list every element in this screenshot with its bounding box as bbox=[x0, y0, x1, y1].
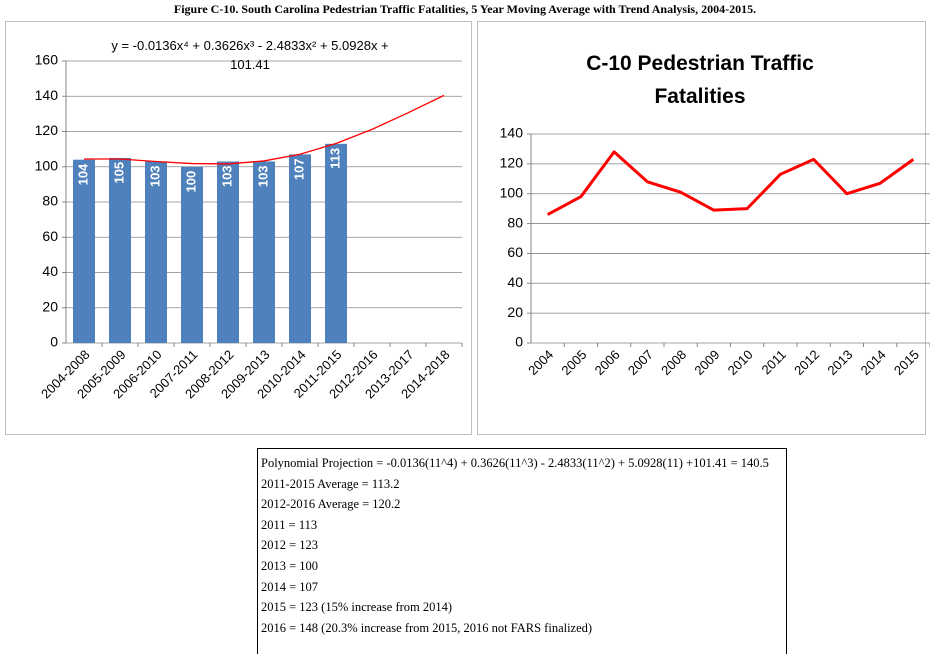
x-tick-label: 2008 bbox=[658, 347, 689, 378]
y-tick-label: 120 bbox=[35, 122, 59, 138]
figure-title: Figure C-10. South Carolina Pedestrian T… bbox=[174, 2, 756, 16]
note-line: 2013 = 100 bbox=[261, 558, 319, 573]
x-tick-label: 2007 bbox=[625, 347, 656, 378]
note-line: 2012-2016 Average = 120.2 bbox=[261, 497, 401, 512]
bar bbox=[217, 161, 239, 343]
y-tick-label: 160 bbox=[35, 52, 59, 68]
note-line: 2011 = 113 bbox=[261, 517, 318, 532]
chart-title: C-10 Pedestrian Traffic bbox=[586, 52, 814, 75]
note-line: Polynomial Projection = -0.0136(11^4) + … bbox=[261, 456, 769, 470]
chart-title: Fatalities bbox=[654, 85, 745, 108]
right-chart-frame bbox=[477, 21, 926, 435]
note-line: 2014 = 107 bbox=[261, 579, 319, 594]
trend-equation: 101.41 bbox=[230, 57, 270, 72]
y-tick-label: 0 bbox=[50, 334, 58, 350]
y-tick-label: 0 bbox=[515, 334, 523, 350]
y-tick-label: 140 bbox=[35, 87, 59, 103]
x-tick-label: 2010 bbox=[725, 347, 756, 378]
y-tick-label: 40 bbox=[507, 274, 523, 290]
bar bbox=[325, 143, 347, 343]
trendline bbox=[84, 94, 445, 165]
bar bbox=[73, 159, 95, 343]
x-tick-label: 2015 bbox=[891, 347, 922, 378]
charts: Figure C-10. South Carolina Pedestrian T… bbox=[5, 2, 930, 435]
x-tick-label: 2005 bbox=[558, 347, 589, 378]
y-tick-label: 80 bbox=[507, 214, 523, 230]
bar bbox=[289, 154, 311, 343]
y-tick-label: 80 bbox=[42, 193, 58, 209]
y-tick-label: 40 bbox=[42, 263, 58, 279]
bar-label: 107 bbox=[291, 158, 306, 180]
data-line bbox=[546, 150, 915, 216]
x-tick-label: 2004 bbox=[525, 347, 556, 378]
y-tick-label: 20 bbox=[42, 298, 58, 314]
bar-label: 100 bbox=[183, 171, 198, 193]
bar bbox=[109, 157, 131, 343]
note-line: 2015 = 123 (15% increase from 2014) bbox=[261, 600, 453, 615]
bar-label: 103 bbox=[147, 165, 162, 187]
bar bbox=[145, 161, 167, 343]
y-tick-label: 60 bbox=[42, 228, 58, 244]
x-tick-label: 2013 bbox=[824, 347, 855, 378]
y-tick-label: 20 bbox=[507, 304, 523, 320]
note-line: 2016 = 148 (20.3% increase from 2015, 20… bbox=[261, 620, 593, 635]
x-tick-label: 2012 bbox=[791, 347, 822, 378]
bar-label: 103 bbox=[255, 165, 270, 187]
bar-label: 104 bbox=[75, 163, 90, 185]
y-tick-label: 120 bbox=[500, 155, 524, 171]
y-tick-label: 140 bbox=[500, 125, 524, 141]
y-tick-label: 100 bbox=[35, 157, 59, 173]
bar-label: 113 bbox=[327, 148, 342, 169]
y-tick-label: 60 bbox=[507, 244, 523, 260]
x-tick-label: 2014 bbox=[858, 347, 889, 378]
left-chart-frame bbox=[5, 21, 472, 435]
x-tick-label: 2011 bbox=[759, 347, 789, 377]
bar-label: 105 bbox=[111, 162, 126, 184]
note-line: 2011-2015 Average = 113.2 bbox=[261, 476, 400, 491]
x-tick-label: 2009 bbox=[691, 347, 722, 378]
y-tick-label: 100 bbox=[500, 184, 524, 200]
notes-box: Polynomial Projection = -0.0136(11^4) + … bbox=[257, 448, 787, 654]
bar bbox=[253, 161, 275, 343]
note-line: 2012 = 123 bbox=[261, 538, 319, 553]
trend-equation: y = -0.0136x⁴ + 0.3626x³ - 2.4833x² + 5.… bbox=[111, 38, 388, 53]
x-tick-label: 2006 bbox=[592, 347, 623, 378]
bar bbox=[181, 166, 203, 343]
bar-label: 103 bbox=[219, 165, 234, 187]
